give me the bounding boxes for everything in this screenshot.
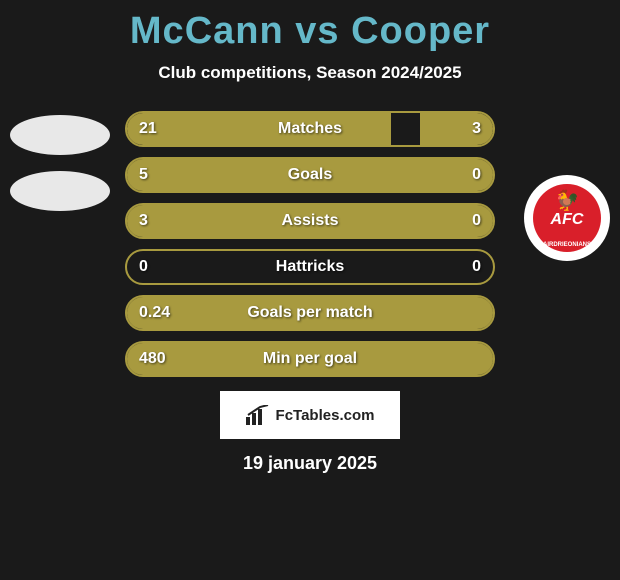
fctables-logo: FcTables.com xyxy=(220,391,400,439)
stat-value-left: 480 xyxy=(139,350,166,368)
stat-row-assists: 3 Assists 0 xyxy=(125,203,495,239)
left-player-oval-1 xyxy=(10,115,110,155)
page-title: McCann vs Cooper xyxy=(0,0,620,53)
stat-value-left: 5 xyxy=(139,166,148,184)
stat-value-left: 21 xyxy=(139,120,157,138)
chart-icon xyxy=(246,405,270,425)
stat-row-goals: 5 Goals 0 xyxy=(125,157,495,193)
right-avatars: 🐓 AFC AIRDRIEONIANS xyxy=(524,175,610,261)
crest-abbr: AFC xyxy=(551,211,584,229)
crest-ring-text: AIRDRIEONIANS xyxy=(543,242,591,248)
stat-value-left: 3 xyxy=(139,212,148,230)
subtitle: Club competitions, Season 2024/2025 xyxy=(0,63,620,83)
stat-label: Matches xyxy=(278,120,342,138)
logo-text: FcTables.com xyxy=(276,407,375,424)
stat-label: Goals per match xyxy=(247,304,372,322)
date-label: 19 january 2025 xyxy=(0,453,620,474)
stat-label: Hattricks xyxy=(276,258,344,276)
stat-value-left: 0 xyxy=(139,258,148,276)
stat-value-right: 3 xyxy=(472,120,481,138)
stat-row-matches: 21 Matches 3 xyxy=(125,111,495,147)
stat-value-right: 0 xyxy=(472,212,481,230)
stat-label: Goals xyxy=(288,166,332,184)
rooster-icon: 🐓 xyxy=(555,188,580,213)
stat-row-min-per-goal: 480 Min per goal xyxy=(125,341,495,377)
stat-label: Assists xyxy=(282,212,339,230)
stat-row-hattricks: 0 Hattricks 0 xyxy=(125,249,495,285)
stat-value-right: 0 xyxy=(472,258,481,276)
stat-value-left: 0.24 xyxy=(139,304,170,322)
club-crest: 🐓 AFC AIRDRIEONIANS xyxy=(524,175,610,261)
stat-row-goals-per-match: 0.24 Goals per match xyxy=(125,295,495,331)
stat-label: Min per goal xyxy=(263,350,357,368)
club-crest-inner: 🐓 AFC AIRDRIEONIANS xyxy=(533,184,601,252)
stat-value-right: 0 xyxy=(472,166,481,184)
left-player-oval-2 xyxy=(10,171,110,211)
bar-fill-right xyxy=(420,113,493,145)
bar-fill-left xyxy=(127,113,391,145)
left-avatars xyxy=(10,115,110,211)
